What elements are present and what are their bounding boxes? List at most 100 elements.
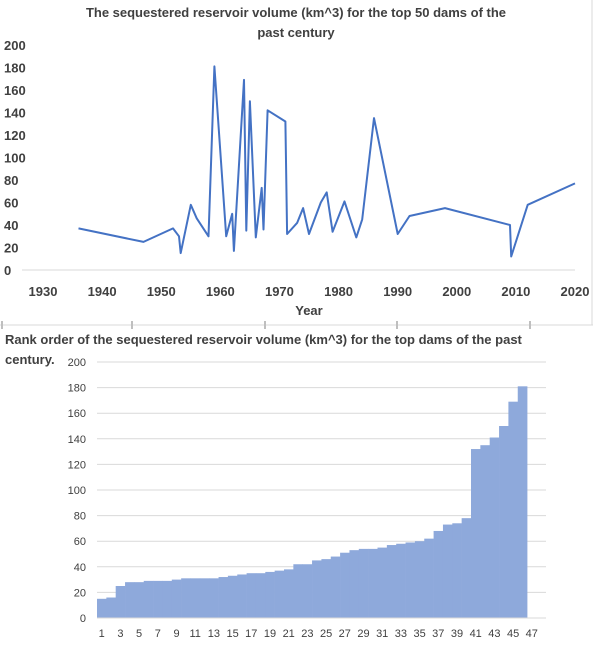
y-tick-label: 60 (74, 536, 86, 548)
x-tick-label: 1 (99, 628, 105, 640)
bar (274, 570, 285, 618)
bar (190, 578, 201, 618)
bar (134, 582, 145, 618)
bar (153, 580, 163, 618)
bar (227, 575, 238, 618)
x-tick-label: 45 (507, 628, 519, 640)
x-tick-label: 19 (264, 628, 276, 640)
bar (312, 560, 322, 618)
y-tick-label: 180 (68, 383, 86, 395)
y-tick-label: 40 (74, 562, 86, 574)
y-tick-label: 120 (4, 128, 26, 143)
y-tick-label: 200 (68, 357, 86, 369)
bar (368, 548, 378, 618)
x-tick-label: 2000 (442, 284, 471, 299)
bar (349, 550, 360, 618)
bar (199, 578, 210, 618)
bar (442, 524, 453, 618)
y-tick-label: 100 (4, 151, 26, 166)
x-tick-label: 41 (470, 628, 482, 640)
bar (508, 401, 519, 618)
bar (452, 523, 462, 618)
bar (471, 449, 481, 618)
bar (340, 552, 350, 618)
bar (115, 586, 126, 618)
bar (171, 579, 182, 618)
x-tick-label: 2010 (501, 284, 530, 299)
chart1-title-line1: The sequestered reservoir volume (km^3) … (86, 5, 506, 20)
x-tick-label: 3 (117, 628, 123, 640)
y-tick-label: 120 (68, 459, 86, 471)
x-tick-label: 31 (376, 628, 388, 640)
bar-chart: Rank order of the sequestered reservoir … (5, 332, 546, 640)
bar (499, 426, 509, 618)
chart1-x-axis-label: Year (295, 303, 322, 318)
chart2-title-line1: Rank order of the sequestered reservoir … (5, 332, 523, 347)
x-tick-label: 1940 (88, 284, 117, 299)
x-tick-label: 47 (526, 628, 538, 640)
x-tick-label: 5 (136, 628, 142, 640)
bar (181, 578, 191, 618)
y-tick-label: 100 (68, 485, 86, 497)
y-tick-label: 200 (4, 38, 26, 53)
x-tick-label: 1970 (265, 284, 294, 299)
bar (293, 564, 303, 618)
x-tick-label: 27 (339, 628, 351, 640)
bar (143, 580, 154, 618)
bar (424, 538, 434, 618)
bar (461, 518, 472, 618)
y-tick-label: 140 (68, 434, 86, 446)
bar (162, 580, 173, 618)
x-tick-label: 1950 (147, 284, 176, 299)
x-tick-label: 2020 (561, 284, 590, 299)
bar (489, 437, 500, 618)
y-tick-label: 160 (4, 83, 26, 98)
y-tick-label: 80 (4, 173, 18, 188)
y-tick-label: 0 (4, 263, 11, 278)
bar (246, 573, 257, 618)
y-tick-label: 140 (4, 106, 26, 121)
x-tick-label: 1990 (383, 284, 412, 299)
series-line (78, 65, 576, 258)
bar (517, 386, 528, 618)
bar (209, 578, 219, 618)
y-tick-label: 40 (4, 218, 18, 233)
y-tick-label: 160 (68, 408, 86, 420)
bar (433, 530, 444, 618)
x-tick-label: 21 (283, 628, 295, 640)
bar (106, 597, 116, 618)
x-tick-label: 33 (395, 628, 407, 640)
x-tick-label: 1930 (29, 284, 58, 299)
bar (358, 548, 369, 618)
y-tick-label: 0 (80, 613, 86, 625)
bar (480, 445, 490, 618)
x-tick-label: 1980 (324, 284, 353, 299)
x-tick-label: 15 (226, 628, 238, 640)
x-tick-label: 9 (173, 628, 179, 640)
x-tick-label: 29 (357, 628, 369, 640)
bar (321, 559, 332, 618)
bar (125, 582, 135, 618)
bar (386, 545, 397, 618)
bar (414, 541, 425, 618)
frame-ticks (1, 321, 531, 329)
bar (237, 574, 247, 618)
bar (265, 571, 275, 618)
bar (405, 542, 416, 618)
x-tick-label: 35 (413, 628, 425, 640)
bar (377, 547, 388, 618)
y-tick-label: 20 (4, 241, 18, 256)
x-tick-label: 1960 (206, 284, 235, 299)
bar (284, 569, 294, 618)
line-chart: The sequestered reservoir volume (km^3) … (4, 5, 589, 318)
x-tick-label: 13 (208, 628, 220, 640)
x-tick-label: 11 (189, 628, 200, 640)
x-tick-label: 43 (488, 628, 500, 640)
bar (396, 543, 406, 618)
bar (218, 577, 229, 618)
y-tick-label: 60 (4, 196, 18, 211)
x-tick-label: 7 (155, 628, 161, 640)
bar (330, 556, 341, 618)
y-tick-label: 80 (74, 511, 86, 523)
